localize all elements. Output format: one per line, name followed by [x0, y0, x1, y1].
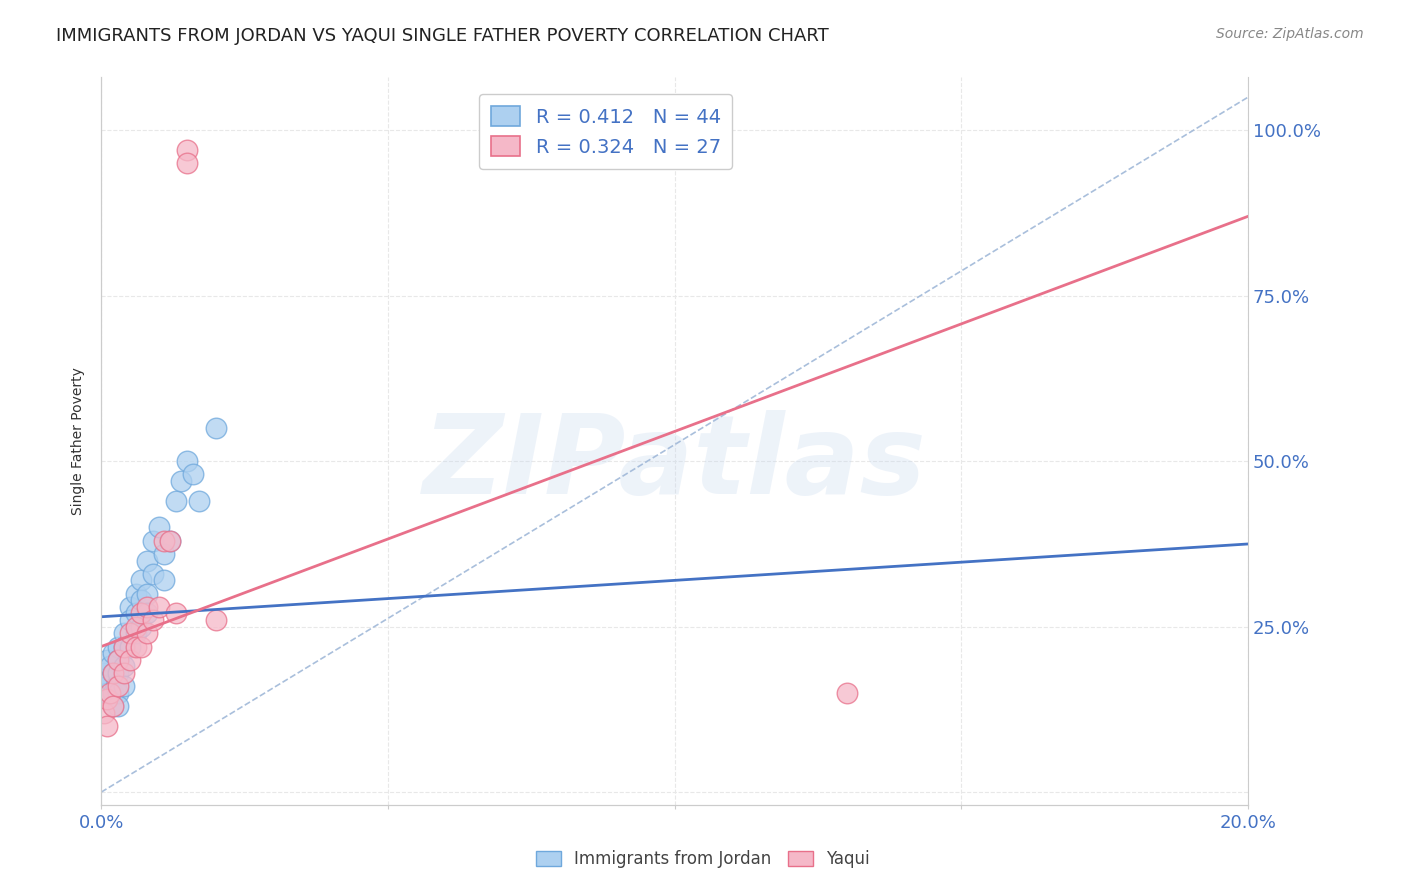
Point [107, 699, 129, 714]
Point [107, 653, 129, 667]
Point [96, 679, 118, 693]
Point [124, 626, 146, 640]
Point [112, 640, 135, 654]
Point [131, 620, 153, 634]
Point [131, 640, 153, 654]
Point [118, 613, 141, 627]
Point [96, 719, 118, 733]
Point [96, 692, 118, 706]
Point [112, 666, 135, 681]
Point [112, 626, 135, 640]
Point [165, 494, 187, 508]
Point [93, 706, 115, 720]
Point [124, 607, 146, 621]
Point [159, 533, 181, 548]
Point [107, 686, 129, 700]
Point [101, 666, 124, 681]
Point [136, 553, 159, 567]
Text: IMMIGRANTS FROM JORDAN VS YAQUI SINGLE FATHER POVERTY CORRELATION CHART: IMMIGRANTS FROM JORDAN VS YAQUI SINGLE F… [56, 27, 830, 45]
Point [142, 566, 165, 581]
Text: ZIPatlas: ZIPatlas [423, 409, 927, 516]
Point [187, 494, 209, 508]
Point [104, 679, 127, 693]
Point [205, 421, 228, 435]
Point [107, 640, 129, 654]
Point [131, 593, 153, 607]
Legend: Immigrants from Jordan, Yaqui: Immigrants from Jordan, Yaqui [529, 844, 877, 875]
Point [112, 679, 135, 693]
Point [118, 640, 141, 654]
Point [835, 686, 858, 700]
Point [98, 686, 121, 700]
Point [170, 474, 193, 488]
Point [142, 613, 165, 627]
Point [159, 533, 181, 548]
Point [93, 666, 115, 681]
Point [136, 599, 159, 614]
Point [142, 533, 165, 548]
Point [131, 574, 153, 588]
Point [136, 586, 159, 600]
Point [131, 607, 153, 621]
Point [101, 686, 124, 700]
Y-axis label: Single Father Poverty: Single Father Poverty [72, 368, 86, 516]
Point [148, 599, 170, 614]
Point [124, 586, 146, 600]
Point [124, 620, 146, 634]
Point [153, 533, 176, 548]
Point [205, 613, 228, 627]
Point [101, 646, 124, 660]
Point [176, 143, 198, 157]
Point [118, 626, 141, 640]
Point [136, 626, 159, 640]
Point [107, 679, 129, 693]
Point [107, 653, 129, 667]
Point [118, 599, 141, 614]
Point [176, 156, 198, 170]
Point [101, 666, 124, 681]
Text: Source: ZipAtlas.com: Source: ZipAtlas.com [1216, 27, 1364, 41]
Point [181, 467, 204, 482]
Point [98, 659, 121, 673]
Point [118, 653, 141, 667]
Point [112, 659, 135, 673]
Point [165, 607, 187, 621]
Point [101, 699, 124, 714]
Point [153, 547, 176, 561]
Legend: R = 0.412   N = 44, R = 0.324   N = 27: R = 0.412 N = 44, R = 0.324 N = 27 [479, 95, 733, 169]
Point [112, 640, 135, 654]
Point [136, 607, 159, 621]
Point [148, 520, 170, 534]
Point [124, 640, 146, 654]
Point [101, 699, 124, 714]
Point [96, 653, 118, 667]
Point [98, 673, 121, 687]
Point [176, 454, 198, 468]
Point [107, 666, 129, 681]
Point [153, 574, 176, 588]
Point [96, 686, 118, 700]
